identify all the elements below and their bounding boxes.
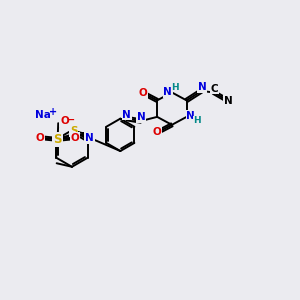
Text: N: N — [122, 110, 131, 119]
Text: N: N — [85, 133, 94, 143]
Text: O: O — [153, 128, 161, 137]
Text: −: − — [68, 114, 76, 124]
Text: O: O — [138, 88, 147, 98]
Text: N: N — [224, 96, 233, 106]
Text: H: H — [171, 82, 178, 91]
Text: Na: Na — [35, 110, 51, 120]
Text: N: N — [186, 111, 195, 121]
Text: N: N — [164, 87, 172, 97]
Text: +: + — [49, 107, 57, 117]
Text: N: N — [136, 112, 145, 122]
Text: O: O — [70, 133, 79, 143]
Text: O: O — [60, 116, 69, 126]
Text: S: S — [53, 133, 62, 146]
Text: C: C — [211, 84, 218, 94]
Text: S: S — [70, 126, 78, 136]
Text: N: N — [197, 82, 206, 92]
Text: H: H — [194, 116, 201, 125]
Text: O: O — [36, 133, 44, 143]
